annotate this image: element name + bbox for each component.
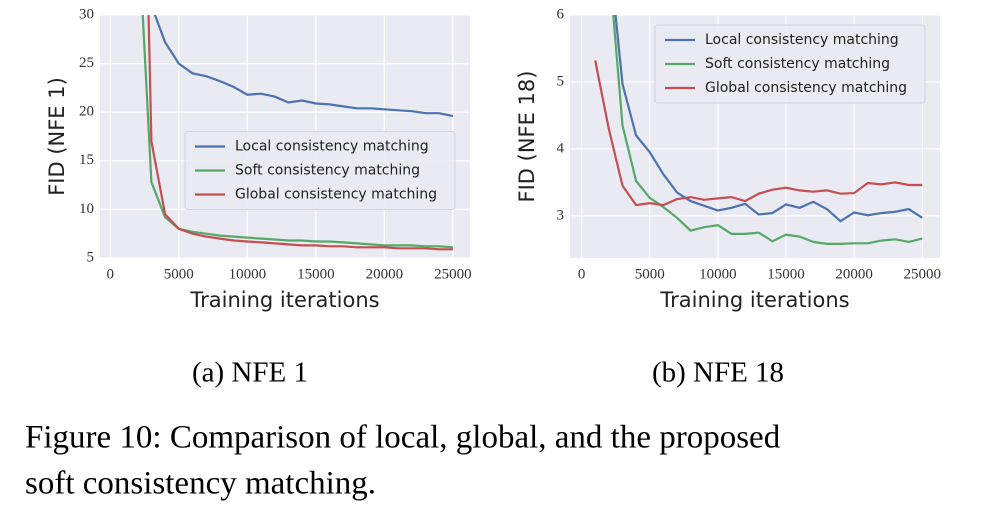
subfigure-caption: (a) NFE 1 <box>192 357 308 389</box>
y-tick-label: 5 <box>87 249 95 265</box>
y-tick-label: 6 <box>557 6 565 22</box>
y-tick-label: 30 <box>79 6 94 22</box>
x-tick-label: 20000 <box>366 266 404 282</box>
y-tick-label: 15 <box>79 152 94 168</box>
y-tick-label: 4 <box>557 140 565 156</box>
legend-label: Global consistency matching <box>235 187 437 203</box>
x-axis-label: Training iterations <box>189 288 379 312</box>
x-tick-label: 25000 <box>904 266 942 282</box>
subfigure-caption: (b) NFE 18 <box>652 357 784 389</box>
legend-label: Soft consistency matching <box>235 163 420 179</box>
x-tick-label: 10000 <box>699 266 737 282</box>
chart: 3 4 5 6 0 5000 10000 15000 20000 25000 Training it… <box>515 6 942 389</box>
legend-label: Soft consistency matching <box>705 56 890 72</box>
figure-caption: Figure 10: Comparison of local, global, … <box>25 420 781 456</box>
series-line <box>614 15 923 223</box>
legend-label: Local consistency matching <box>705 32 899 48</box>
chart: 5 10 15 20 25 30 0 5000 10000 15000 20000 25000 Trai… <box>45 6 472 389</box>
x-tick-label: 20000 <box>835 266 873 282</box>
y-tick-label: 25 <box>79 55 94 71</box>
legend-box <box>184 131 456 210</box>
series-line <box>594 60 923 207</box>
y-axis-label: FID (NFE 1) <box>45 77 69 196</box>
x-tick-label: 15000 <box>767 266 805 282</box>
series-line <box>141 15 453 249</box>
y-tick-label: 3 <box>557 207 565 223</box>
x-tick-label: 5000 <box>635 266 665 282</box>
x-axis-label: Training iterations <box>659 288 849 312</box>
x-tick-label: 0 <box>107 266 115 282</box>
series-line <box>147 15 453 251</box>
x-tick-label: 25000 <box>434 266 472 282</box>
legend-label: Global consistency matching <box>705 80 907 96</box>
x-tick-label: 0 <box>578 266 586 282</box>
y-tick-label: 20 <box>79 104 94 120</box>
x-tick-label: 10000 <box>229 266 267 282</box>
x-tick-label: 5000 <box>164 266 194 282</box>
series-line <box>153 15 454 118</box>
legend-label: Local consistency matching <box>235 139 429 155</box>
y-tick-label: 5 <box>557 73 565 89</box>
legend-box <box>654 24 926 104</box>
x-tick-label: 15000 <box>297 266 335 282</box>
y-axis-label: FID (NFE 18) <box>515 71 539 203</box>
y-tick-label: 10 <box>79 201 94 217</box>
figure-caption: soft consistency matching. <box>25 466 376 502</box>
